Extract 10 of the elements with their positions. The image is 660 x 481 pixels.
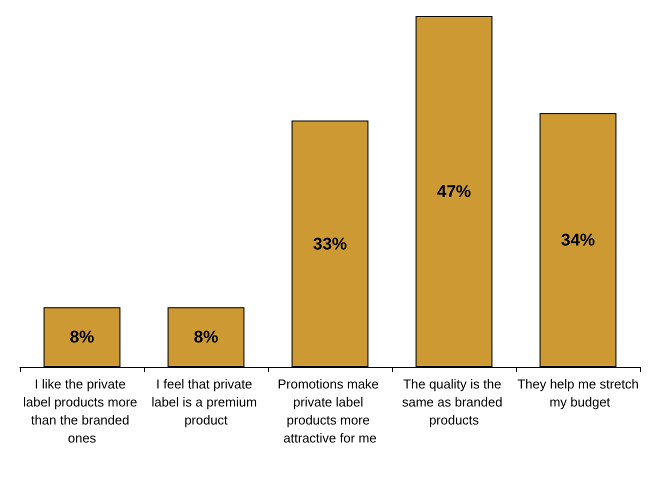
data-label: 47% xyxy=(436,182,472,201)
data-label: 34% xyxy=(560,230,596,250)
data-label: 8% xyxy=(70,328,94,347)
x-tick-label: Promotions make private label products more attractive for me xyxy=(278,376,382,446)
x-tick-label: They help me stretch my budget xyxy=(517,376,639,410)
data-label: 33% xyxy=(312,234,348,254)
x-tick-label: The quality is the same as branded products xyxy=(402,376,506,428)
x-tick-label: I feel that private label is a premium product xyxy=(151,376,261,428)
x-tick-label: I like the private label products more than the branded ones xyxy=(23,376,141,446)
data-label: 8% xyxy=(194,328,218,347)
